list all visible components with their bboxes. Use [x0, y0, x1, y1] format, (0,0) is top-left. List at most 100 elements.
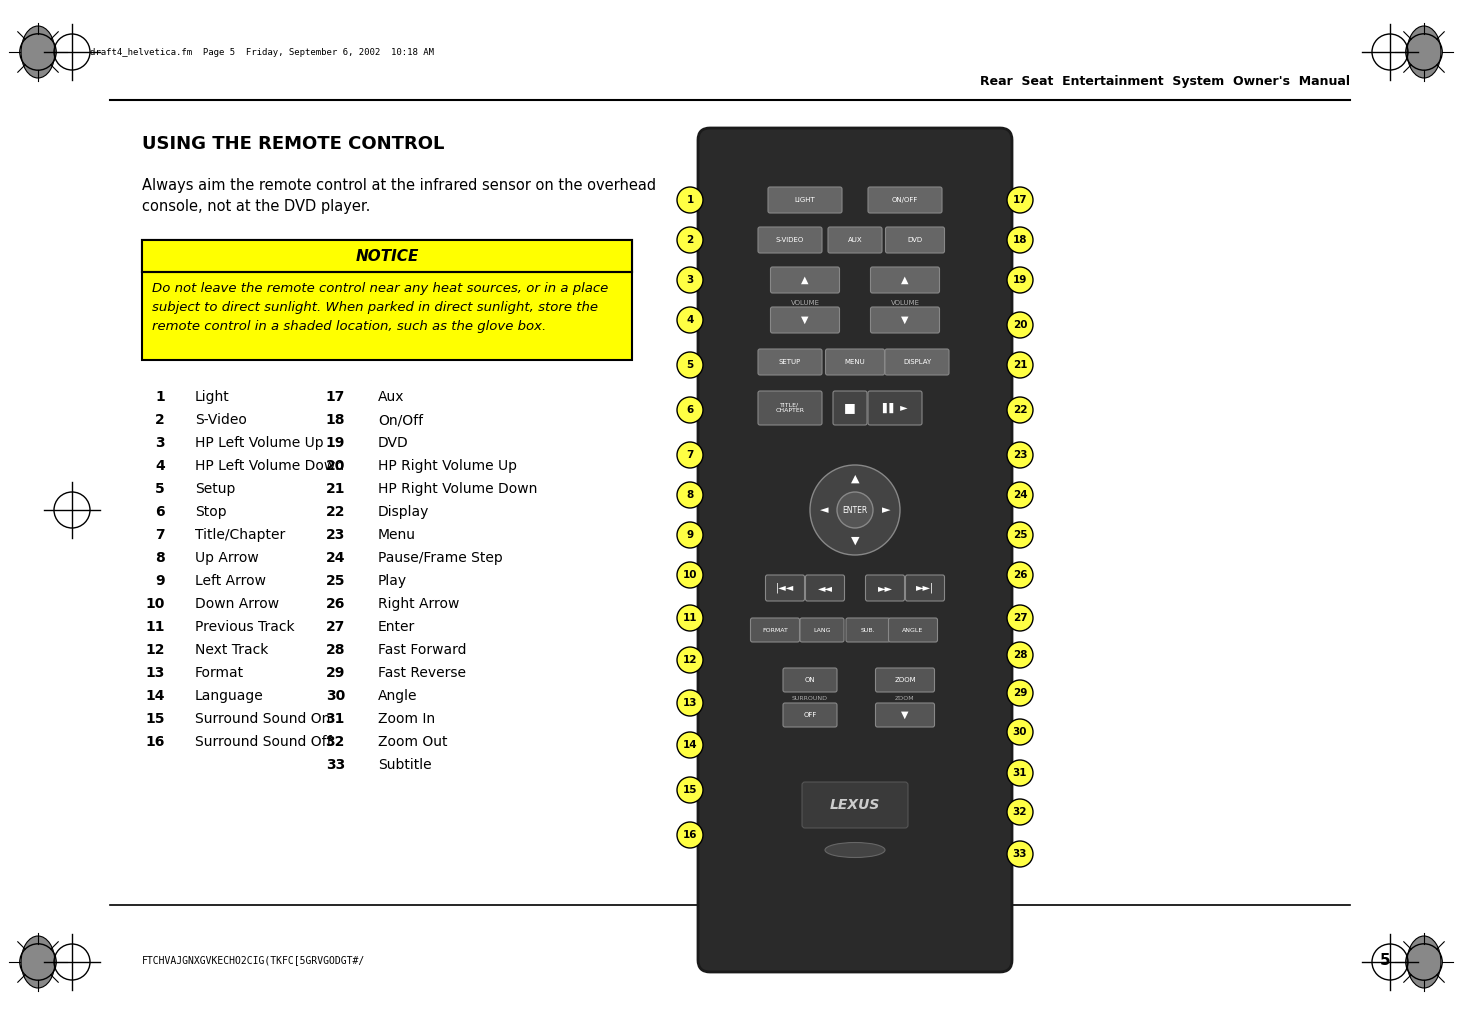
Text: ANGLE: ANGLE [902, 627, 924, 632]
Text: Display: Display [379, 505, 430, 519]
FancyBboxPatch shape [826, 349, 885, 375]
Text: 16: 16 [683, 830, 697, 840]
Text: ►►|: ►►| [915, 582, 934, 594]
Text: 19: 19 [326, 436, 345, 450]
Text: ▼: ▼ [901, 710, 909, 720]
Circle shape [1007, 227, 1034, 253]
FancyBboxPatch shape [757, 391, 822, 425]
Text: MENU: MENU [845, 359, 866, 365]
Circle shape [1007, 187, 1034, 213]
Text: 12: 12 [146, 643, 165, 657]
Text: Previous Track: Previous Track [194, 620, 295, 634]
FancyBboxPatch shape [806, 575, 845, 601]
Text: ▼: ▼ [901, 315, 909, 325]
Text: 22: 22 [326, 505, 345, 519]
Text: Language: Language [194, 689, 263, 703]
FancyBboxPatch shape [142, 240, 632, 272]
Circle shape [1007, 522, 1034, 548]
Text: 12: 12 [683, 655, 697, 665]
FancyBboxPatch shape [757, 349, 822, 375]
Text: 15: 15 [146, 712, 165, 726]
Text: 30: 30 [1013, 727, 1028, 737]
Text: 21: 21 [326, 482, 345, 496]
Text: Enter: Enter [379, 620, 415, 634]
Text: 20: 20 [326, 459, 345, 473]
Text: |◄◄: |◄◄ [776, 582, 794, 594]
Text: ▼: ▼ [801, 315, 808, 325]
FancyBboxPatch shape [803, 782, 908, 828]
Text: 20: 20 [1013, 320, 1028, 330]
Circle shape [677, 647, 703, 673]
Circle shape [1007, 312, 1034, 338]
Text: Pause/Frame Step: Pause/Frame Step [379, 551, 503, 565]
Text: NOTICE: NOTICE [355, 248, 418, 263]
Text: 18: 18 [1013, 235, 1028, 245]
Text: 5: 5 [155, 482, 165, 496]
Text: OFF: OFF [803, 712, 817, 718]
Text: 5: 5 [686, 360, 693, 370]
Text: ON/OFF: ON/OFF [892, 197, 918, 203]
Text: FTCHVAJGNXGVKECHО2CIG(TKFC[5GRVGODGT#/: FTCHVAJGNXGVKECHО2CIG(TKFC[5GRVGODGT#/ [142, 955, 366, 965]
Circle shape [677, 822, 703, 848]
Text: VOLUME: VOLUME [890, 300, 920, 306]
Text: 23: 23 [1013, 450, 1028, 460]
Circle shape [677, 522, 703, 548]
Circle shape [838, 492, 873, 528]
Circle shape [677, 352, 703, 378]
Text: ▲: ▲ [801, 275, 808, 285]
Circle shape [1007, 760, 1034, 786]
Ellipse shape [1406, 26, 1442, 78]
Text: 28: 28 [1013, 650, 1028, 660]
Text: 22: 22 [1013, 405, 1028, 415]
FancyBboxPatch shape [142, 240, 632, 360]
Ellipse shape [20, 936, 56, 988]
Text: ZOOM: ZOOM [895, 677, 915, 683]
Circle shape [810, 465, 901, 555]
Text: LANG: LANG [813, 627, 830, 632]
Text: 26: 26 [1013, 570, 1028, 580]
Text: 32: 32 [326, 735, 345, 749]
Text: ◄: ◄ [820, 505, 829, 515]
Text: DVD: DVD [379, 436, 409, 450]
Text: FORMAT: FORMAT [762, 627, 788, 632]
Text: Always aim the remote control at the infrared sensor on the overhead
console, no: Always aim the remote control at the inf… [142, 178, 656, 214]
Text: 4: 4 [155, 459, 165, 473]
Circle shape [677, 562, 703, 588]
FancyBboxPatch shape [757, 227, 822, 253]
Text: Play: Play [379, 574, 406, 588]
Text: Right Arrow: Right Arrow [379, 597, 459, 611]
Text: 24: 24 [326, 551, 345, 565]
Text: AUX: AUX [848, 237, 863, 243]
Text: ON: ON [804, 677, 816, 683]
FancyBboxPatch shape [876, 703, 934, 727]
Text: 15: 15 [683, 785, 697, 795]
Text: 21: 21 [1013, 360, 1028, 370]
Text: 14: 14 [146, 689, 165, 703]
Text: Format: Format [194, 666, 244, 680]
Text: SUB.: SUB. [861, 627, 876, 632]
FancyBboxPatch shape [833, 391, 867, 425]
Text: ENTER: ENTER [842, 505, 867, 515]
Circle shape [1007, 267, 1034, 293]
FancyBboxPatch shape [697, 128, 1012, 972]
Text: Up Arrow: Up Arrow [194, 551, 259, 565]
Text: 18: 18 [326, 413, 345, 427]
Text: Setup: Setup [194, 482, 235, 496]
Text: 8: 8 [686, 490, 693, 500]
Text: 1: 1 [686, 194, 693, 205]
Text: ▼: ▼ [851, 536, 860, 546]
Text: Fast Reverse: Fast Reverse [379, 666, 466, 680]
Circle shape [677, 442, 703, 468]
Text: HP Right Volume Down: HP Right Volume Down [379, 482, 538, 496]
Text: 11: 11 [683, 613, 697, 623]
FancyBboxPatch shape [876, 668, 934, 692]
Text: ▲: ▲ [901, 275, 909, 285]
FancyBboxPatch shape [885, 349, 949, 375]
Circle shape [677, 777, 703, 803]
Circle shape [677, 482, 703, 508]
Circle shape [677, 690, 703, 716]
Text: 32: 32 [1013, 807, 1028, 817]
Text: LEXUS: LEXUS [830, 798, 880, 812]
Text: 2: 2 [155, 413, 165, 427]
Text: SURROUND: SURROUND [792, 696, 827, 701]
